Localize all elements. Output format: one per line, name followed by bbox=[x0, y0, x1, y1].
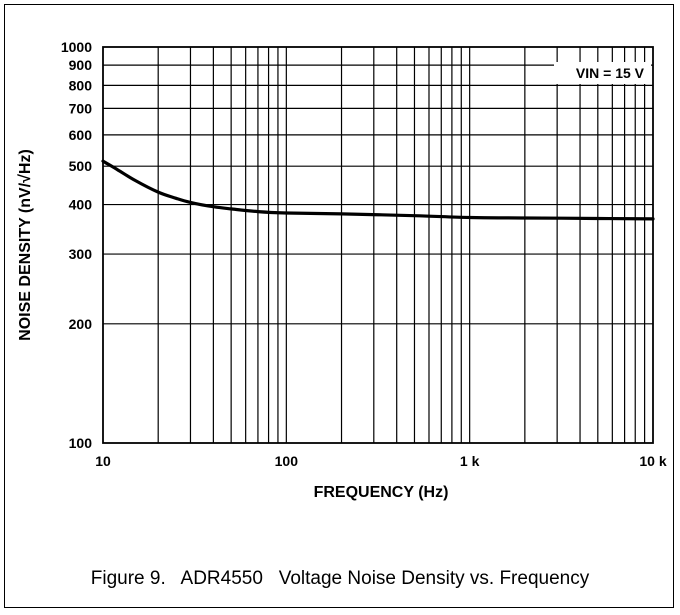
x-tick-labels: 10 100 1 k 10 k bbox=[95, 453, 667, 469]
y-tick-label: 300 bbox=[69, 246, 93, 262]
x-tick-label: 100 bbox=[275, 453, 299, 469]
y-tick-label: 100 bbox=[69, 435, 93, 451]
y-tick-label: 200 bbox=[69, 316, 93, 332]
plot-area-border bbox=[102, 46, 654, 444]
figure-frame bbox=[4, 4, 674, 608]
y-tick-label: 400 bbox=[69, 197, 93, 213]
y-axis-title: NOISE DENSITY (nV/√Hz) bbox=[17, 149, 34, 341]
x-axis-title: FREQUENCY (Hz) bbox=[314, 484, 449, 501]
y-tick-labels: 100 200 300 400 500 600 700 800 900 1000 bbox=[61, 39, 92, 451]
y-tick-label: 1000 bbox=[61, 39, 92, 55]
vin-annotation: VIN = 15 V bbox=[554, 62, 651, 84]
x-tick-label: 10 bbox=[95, 453, 111, 469]
series-line-noise-density bbox=[101, 159, 655, 221]
grid-lines bbox=[103, 47, 653, 443]
annotation-text: VIN = 15 V bbox=[576, 65, 645, 81]
y-tick-label: 900 bbox=[69, 57, 93, 73]
annotation-background bbox=[554, 62, 651, 84]
x-tick-label: 10 k bbox=[639, 453, 666, 469]
y-tick-label: 600 bbox=[69, 127, 93, 143]
y-tick-label: 500 bbox=[69, 158, 93, 174]
y-tick-label: 700 bbox=[69, 100, 93, 116]
y-tick-label: 800 bbox=[69, 77, 93, 93]
figure-caption: Figure 9. ADR4550 Voltage Noise Density … bbox=[90, 568, 590, 589]
x-tick-label: 1 k bbox=[460, 453, 480, 469]
